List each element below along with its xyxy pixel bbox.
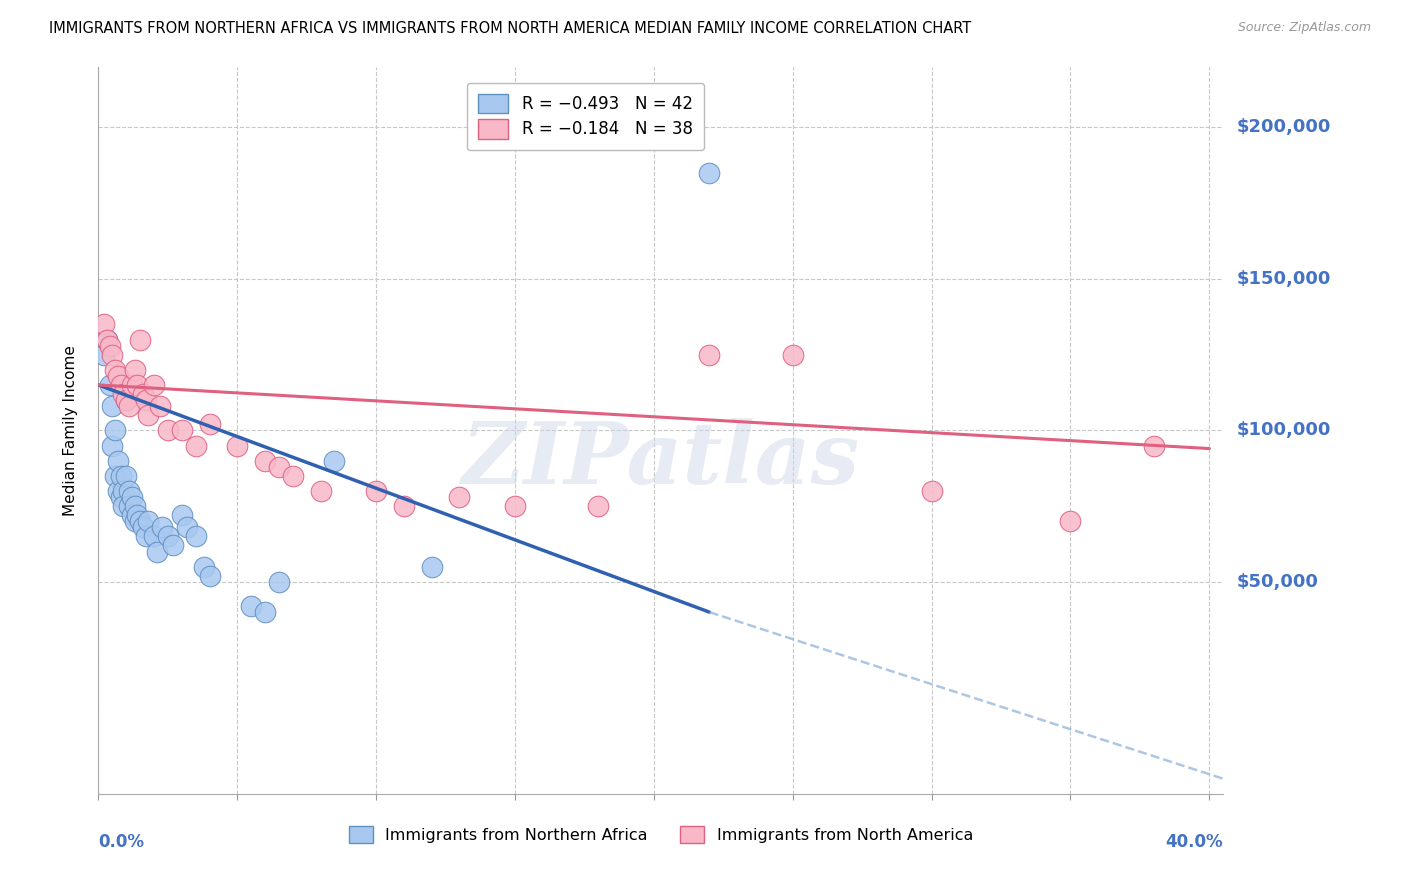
Point [156, 424, 179, 438]
Point [1143, 438, 1166, 452]
Point [366, 483, 388, 498]
Point [267, 459, 290, 474]
Point [1059, 514, 1081, 528]
Point [110, 378, 132, 392]
Point [93, 318, 115, 332]
Point [240, 599, 263, 613]
Point [104, 424, 127, 438]
Point [267, 574, 290, 589]
Point [170, 424, 193, 438]
Point [132, 387, 155, 401]
Point [184, 529, 207, 543]
Point [162, 539, 184, 553]
Point [699, 166, 721, 180]
Point [420, 559, 443, 574]
Text: ZIPatlas: ZIPatlas [461, 417, 860, 501]
Text: IMMIGRANTS FROM NORTHERN AFRICA VS IMMIGRANTS FROM NORTH AMERICA MEDIAN FAMILY I: IMMIGRANTS FROM NORTHERN AFRICA VS IMMIG… [49, 21, 972, 36]
Point [135, 529, 157, 543]
Point [118, 399, 141, 413]
Point [138, 409, 160, 423]
Text: $150,000: $150,000 [1237, 270, 1331, 288]
Point [107, 368, 129, 383]
Point [323, 453, 346, 467]
Point [121, 490, 143, 504]
Point [150, 520, 173, 534]
Point [110, 490, 132, 504]
Point [127, 508, 149, 523]
Point [226, 438, 249, 452]
Point [309, 483, 332, 498]
Point [127, 378, 149, 392]
Point [132, 520, 155, 534]
Point [121, 378, 143, 392]
Point [921, 483, 943, 498]
Point [170, 508, 193, 523]
Legend: Immigrants from Northern Africa, Immigrants from North America: Immigrants from Northern Africa, Immigra… [340, 818, 981, 851]
Point [124, 514, 146, 528]
Text: $50,000: $50,000 [1237, 573, 1319, 591]
Point [699, 348, 721, 362]
Point [118, 483, 141, 498]
Point [118, 499, 141, 513]
Point [107, 453, 129, 467]
Text: 0.0%: 0.0% [98, 833, 145, 851]
Point [392, 499, 415, 513]
Text: 40.0%: 40.0% [1166, 833, 1223, 851]
Point [98, 338, 121, 352]
Text: Source: ZipAtlas.com: Source: ZipAtlas.com [1237, 21, 1371, 34]
Point [101, 438, 124, 452]
Point [101, 348, 124, 362]
Point [254, 605, 277, 619]
Point [104, 468, 127, 483]
Point [104, 363, 127, 377]
Point [503, 499, 526, 513]
Point [93, 348, 115, 362]
Point [782, 348, 804, 362]
Point [198, 569, 221, 583]
Text: $100,000: $100,000 [1237, 421, 1331, 440]
Point [96, 333, 118, 347]
Point [101, 399, 124, 413]
Point [129, 514, 152, 528]
Y-axis label: Median Family Income: Median Family Income [63, 345, 77, 516]
Point [193, 559, 215, 574]
Point [588, 499, 610, 513]
Point [198, 417, 221, 432]
Point [143, 529, 166, 543]
Point [138, 514, 160, 528]
Point [112, 483, 135, 498]
Point [115, 393, 138, 408]
Point [115, 468, 138, 483]
Point [176, 520, 198, 534]
Point [148, 399, 170, 413]
Point [115, 393, 138, 408]
Point [112, 499, 135, 513]
Point [107, 483, 129, 498]
Point [281, 468, 304, 483]
Point [135, 393, 157, 408]
Point [110, 468, 132, 483]
Point [449, 490, 471, 504]
Point [129, 333, 152, 347]
Point [98, 378, 121, 392]
Point [96, 333, 118, 347]
Point [143, 378, 166, 392]
Point [121, 508, 143, 523]
Point [124, 363, 146, 377]
Point [124, 499, 146, 513]
Point [156, 529, 179, 543]
Point [184, 438, 207, 452]
Point [254, 453, 277, 467]
Text: $200,000: $200,000 [1237, 119, 1331, 136]
Point [112, 387, 135, 401]
Point [145, 544, 167, 558]
